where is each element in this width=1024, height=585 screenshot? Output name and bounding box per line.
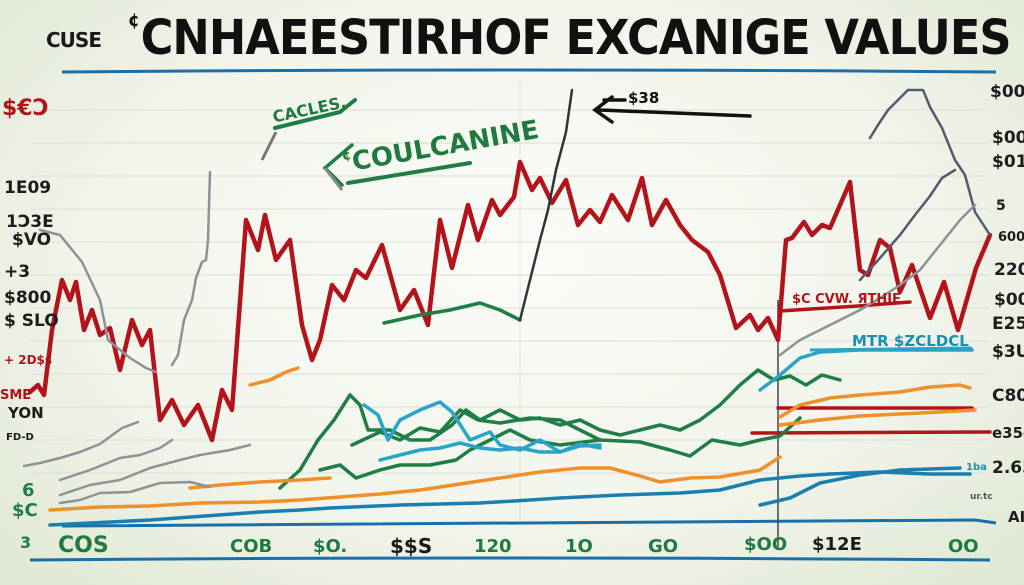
series-line-gray-low-3 bbox=[58, 443, 252, 497]
y-tick-right-12: AI bbox=[1008, 508, 1024, 526]
series-line-teal-right bbox=[758, 348, 974, 392]
x-tick-8: $12E bbox=[812, 534, 862, 555]
x-tick-6: GO bbox=[648, 536, 679, 557]
coulcanine-pointer bbox=[323, 167, 344, 191]
x-tick-9: OO bbox=[948, 536, 979, 557]
series-line-gray-low-1 bbox=[22, 420, 140, 468]
y-tick-right-0: $00 bbox=[990, 82, 1024, 102]
title-prefix: ¢ bbox=[128, 10, 140, 31]
series-line-blue-right bbox=[758, 466, 962, 507]
annotation-red-line-label: $C CVW. ЯΤΗΙΕ bbox=[792, 292, 901, 307]
y-tick-left-12: $C bbox=[12, 500, 38, 521]
series-layer bbox=[22, 88, 993, 527]
chart-title-text: CNHAEESTIRHOF EXCANIGE VALUES bbox=[140, 10, 1012, 66]
x-tick-3: $$S bbox=[390, 534, 433, 558]
chart-title: ¢CNHAEESTIRHOF EXCANIGE VALUES bbox=[128, 10, 1012, 66]
y-tick-right-6: $00. bbox=[994, 290, 1024, 310]
y-tick-right-9: C80D bbox=[992, 386, 1024, 406]
series-line-navy-right bbox=[868, 88, 992, 237]
y-tick-right-5: 220 bbox=[994, 260, 1024, 280]
annotation-blue-line-label: MTR $ZCLDCL bbox=[852, 332, 969, 350]
x-tick-0: COS bbox=[58, 533, 109, 558]
x-axis-line-top bbox=[61, 518, 997, 528]
x-axis-line-bottom bbox=[29, 556, 991, 562]
y-tick-right-2: $01/ bbox=[992, 152, 1024, 172]
y-tick-left-4: +3 bbox=[4, 262, 31, 282]
x-tick-2: $O. bbox=[313, 536, 348, 557]
series-line-red-main bbox=[27, 159, 993, 443]
series-line-gray-low-4 bbox=[58, 480, 212, 505]
blue-line-label-underline bbox=[809, 346, 973, 352]
title-underline bbox=[61, 68, 997, 74]
series-line-gray-right bbox=[778, 203, 977, 357]
y-tick-left-7: + 2D$s bbox=[4, 353, 53, 367]
series-line-orange-right bbox=[778, 408, 977, 427]
cacles-bracket bbox=[273, 98, 357, 130]
y-tick-right-7: E25U bbox=[992, 314, 1024, 334]
annotation-arrow-label: $38 bbox=[628, 89, 660, 107]
annotation-small-tag-1: 1ba bbox=[966, 462, 987, 473]
series-line-orange-small bbox=[248, 366, 300, 387]
y-tick-right-11: 2.65 bbox=[992, 458, 1024, 478]
series-line-gray-low-2 bbox=[58, 438, 174, 482]
y-tick-left-2: 1Ɔ3E bbox=[6, 212, 54, 232]
series-line-teal-upper bbox=[362, 400, 602, 454]
y-tick-left-5: $800 bbox=[4, 288, 52, 308]
series-line-blue-bottom bbox=[48, 470, 972, 527]
y-tick-left-13: 3 bbox=[20, 533, 32, 552]
coulcanine-underline bbox=[346, 161, 472, 185]
series-line-green-lower bbox=[318, 416, 802, 480]
series-line-teal-lower bbox=[378, 441, 602, 462]
y-tick-left-6: $ SLO bbox=[4, 311, 59, 331]
series-line-green-top bbox=[278, 368, 842, 490]
y-tick-left-0: $€Ɔ bbox=[2, 96, 49, 121]
chart-corner-label: CUSE bbox=[46, 28, 102, 52]
y-tick-left-8: SME bbox=[0, 388, 32, 403]
series-line-orange-upper bbox=[778, 383, 972, 419]
y-tick-right-1: $00. bbox=[992, 128, 1024, 148]
series-line-gray-spike bbox=[170, 170, 212, 367]
x-tick-1: COB bbox=[230, 536, 273, 557]
series-line-green-short bbox=[382, 301, 522, 325]
y-tick-right-10: e35c bbox=[992, 424, 1024, 442]
y-tick-left-3: $VO bbox=[12, 230, 52, 250]
series-line-gray-rise bbox=[38, 228, 158, 374]
y-tick-right-3: 5 bbox=[996, 198, 1006, 214]
x-tick-7: $OO bbox=[744, 534, 788, 555]
x-tick-4: 120 bbox=[474, 536, 512, 557]
series-line-green-mid bbox=[350, 408, 602, 447]
y-tick-right-8: $3U bbox=[992, 342, 1024, 362]
series-line-navy-right-2 bbox=[858, 168, 957, 282]
series-line-orange-low bbox=[48, 455, 782, 512]
y-tick-left-10: FD-D bbox=[6, 432, 34, 443]
x-tick-5: 1O bbox=[565, 536, 593, 557]
arrow-icon bbox=[592, 95, 752, 124]
y-tick-left-9: YON bbox=[8, 404, 44, 422]
y-tick-left-1: 1E09 bbox=[4, 178, 52, 198]
y-tick-left-11: 6 bbox=[22, 480, 35, 501]
series-line-red-flat-upper bbox=[778, 300, 912, 313]
annotation-small-tag-2: ur.tc bbox=[970, 492, 993, 502]
series-line-black-diag bbox=[518, 88, 574, 322]
series-line-red-flat-low bbox=[750, 430, 992, 435]
cacles-pointer bbox=[260, 131, 278, 161]
y-tick-right-4: 600 bbox=[998, 230, 1024, 245]
